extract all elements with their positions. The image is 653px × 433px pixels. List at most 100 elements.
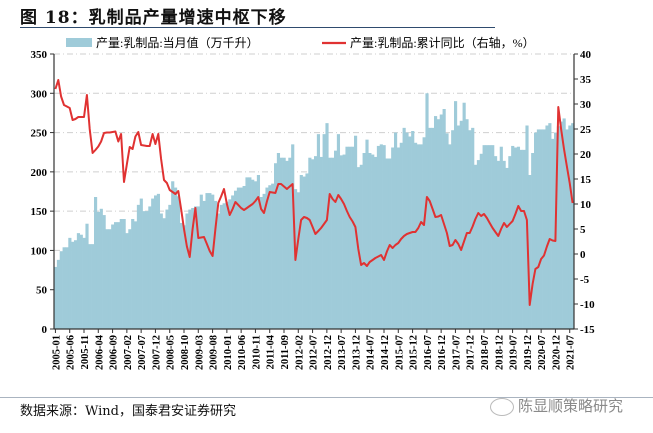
bar xyxy=(322,134,326,329)
wechat-icon xyxy=(490,397,514,416)
bar xyxy=(516,146,521,329)
bar xyxy=(139,198,143,329)
watermark: 陈显顺策略研究 xyxy=(490,395,623,416)
bar xyxy=(145,211,149,329)
x-tick-label: 2019-07 xyxy=(509,335,520,370)
bar xyxy=(536,129,541,329)
bar xyxy=(374,156,378,329)
bar xyxy=(376,145,381,329)
bar xyxy=(179,222,183,329)
bar xyxy=(425,93,429,330)
y-left-tick-label: 150 xyxy=(31,206,48,218)
bar xyxy=(365,139,369,329)
line-series xyxy=(54,79,574,306)
bar xyxy=(174,187,178,329)
y-left-tick-label: 350 xyxy=(31,49,48,61)
bar xyxy=(479,153,483,329)
bar xyxy=(494,156,498,329)
y-right-tick-label: 30 xyxy=(580,99,592,111)
bar xyxy=(342,154,346,329)
bar xyxy=(571,123,575,330)
bar xyxy=(208,193,212,329)
bar xyxy=(165,209,169,329)
legend: 产量:乳制品:当月值（万千升） 产量:乳制品:累计同比（右轴，%） xyxy=(66,35,535,50)
bar xyxy=(74,240,78,329)
y-left-tick-label: 300 xyxy=(31,88,48,100)
bar xyxy=(94,197,98,329)
legend-swatch-bar xyxy=(66,38,92,47)
bar xyxy=(345,146,349,329)
bar xyxy=(76,233,81,329)
bar xyxy=(191,208,195,329)
bar xyxy=(351,146,355,329)
bar xyxy=(82,237,86,329)
bar xyxy=(71,241,75,329)
bar-series xyxy=(54,93,575,330)
y-left-tick-label: 0 xyxy=(42,324,48,336)
bar xyxy=(148,206,152,329)
bar xyxy=(296,192,301,329)
y-right-tick-label: -15 xyxy=(580,324,595,336)
bar xyxy=(205,193,209,329)
x-tick-label: 2020-07 xyxy=(537,335,548,370)
bar xyxy=(259,197,263,329)
x-tick-label: 2011-04 xyxy=(266,334,277,369)
bar xyxy=(411,131,415,329)
bar xyxy=(105,229,109,329)
bar xyxy=(519,149,523,329)
y-left-tick-label: 50 xyxy=(36,285,48,297)
bar xyxy=(102,215,106,329)
bar xyxy=(202,200,206,329)
axes: 0 50 100 150 200 250 300 350 -15 -10 -5 0 5 10 15 20 25 3… xyxy=(31,49,596,370)
bar xyxy=(382,145,386,329)
bar xyxy=(156,193,161,329)
bar xyxy=(434,116,438,329)
x-tick-label: 2019-12 xyxy=(523,335,534,370)
bar xyxy=(251,179,255,329)
bar xyxy=(185,213,189,329)
bar xyxy=(502,160,506,329)
bar xyxy=(171,181,175,329)
bar xyxy=(531,153,535,329)
bar xyxy=(396,147,401,329)
bar xyxy=(291,144,295,329)
bar xyxy=(431,127,435,329)
x-tick-label: 2015-07 xyxy=(394,335,405,370)
bar xyxy=(379,144,383,329)
bar xyxy=(534,132,538,329)
bar xyxy=(279,157,283,329)
bar xyxy=(125,233,129,329)
bar xyxy=(505,167,509,329)
bar xyxy=(436,119,441,329)
x-tick-label: 2008-05 xyxy=(166,335,177,370)
bar xyxy=(96,211,101,329)
x-tick-label: 2014-12 xyxy=(380,335,391,370)
bar xyxy=(276,153,281,329)
x-tick-label: 2012-07 xyxy=(309,335,320,370)
bar xyxy=(399,142,403,329)
bar xyxy=(368,153,372,329)
bar xyxy=(234,190,238,329)
y-right-tick-label: -10 xyxy=(580,299,595,311)
bar xyxy=(265,187,269,329)
x-tick-label: 2010-11 xyxy=(251,335,262,369)
legend-label-bar: 产量:乳制品:当月值（万千升） xyxy=(96,35,259,50)
bar xyxy=(262,193,266,329)
bar xyxy=(88,244,92,329)
bar xyxy=(359,164,363,329)
bar xyxy=(545,125,549,329)
line-series-path xyxy=(54,79,574,306)
bar xyxy=(336,134,341,329)
y-right-tick-label: 25 xyxy=(580,124,592,136)
bar xyxy=(134,221,138,329)
x-tick-label: 2016-07 xyxy=(423,335,434,370)
bar xyxy=(551,138,555,329)
bar xyxy=(528,175,532,329)
x-tick-label: 2018-07 xyxy=(480,335,491,370)
bar xyxy=(362,153,366,329)
bar xyxy=(416,144,421,329)
bar xyxy=(256,175,261,329)
bar xyxy=(422,137,426,329)
bar xyxy=(222,203,226,329)
bar xyxy=(405,132,409,329)
